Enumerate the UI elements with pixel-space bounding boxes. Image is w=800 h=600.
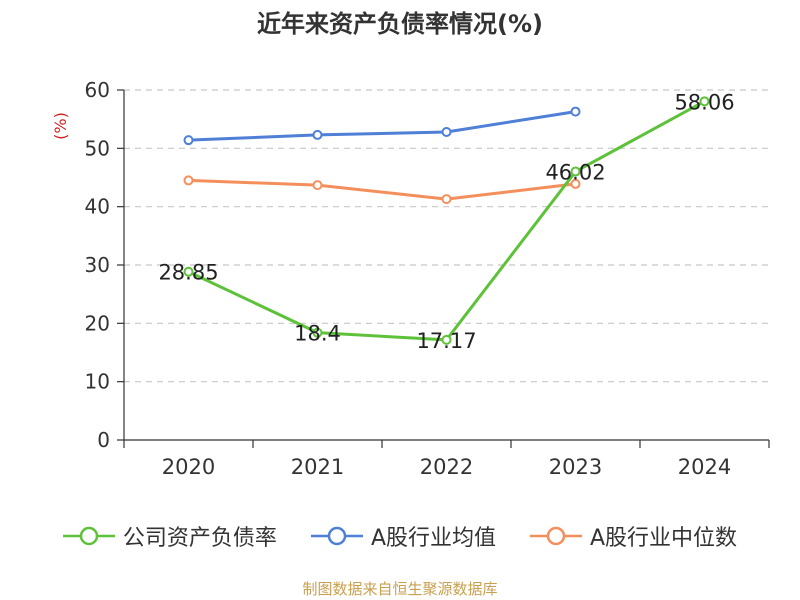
legend-symbol [310,526,363,546]
legend: 公司资产负债率 A股行业均值 A股行业中位数 [0,520,800,552]
x-tick-label: 2021 [291,455,344,479]
gridlines [124,89,769,383]
data-labels: 28.85 18.4 17.17 46.02 58.06 [158,90,734,353]
legend-marker [327,526,347,546]
legend-marker [546,526,566,546]
series-line [188,178,576,201]
data-point [183,266,194,277]
legend-item: 公司资产负债率 [62,520,277,552]
data-point [312,180,323,191]
data-point [441,334,452,345]
y-tick-label: 20 [85,311,110,335]
legend-label: A股行业均值 [370,526,496,551]
data-point [183,175,194,186]
chart-title: 近年来资产负债率情况(%) [257,10,543,38]
data-point [699,96,710,107]
legend-label: A股行业中位数 [590,526,738,551]
data-point [441,127,452,137]
data-label: 18.4 [294,322,341,346]
y-tick-label: 10 [85,370,110,394]
legend-item: A股行业中位数 [530,520,737,552]
x-tick-label: 2023 [549,455,602,479]
data-point [312,129,323,140]
axes: 0 10 20 30 40 50 60 2020 2021 2022 2023 2024 (%) [51,78,770,479]
series-line [188,110,576,142]
legend-symbol [530,526,582,546]
data-label: 17.17 [416,329,476,353]
data-label: 58.06 [674,90,734,114]
y-tick-label: 0 [97,428,110,452]
legend-label: 公司资产负债率 [122,526,277,551]
y-tick-label: 50 [85,136,110,160]
legend-marker [79,526,99,546]
data-point [570,178,581,189]
data-point [183,135,194,146]
source-note: 制图数据来自恒生聚源数据库 [302,580,498,598]
data-point [312,327,323,338]
x-tick-label: 2022 [420,455,473,479]
data-point [570,106,581,117]
y-axis-label: (%) [51,112,70,140]
x-tick-label: 2020 [162,455,215,479]
data-label: 46.02 [545,161,605,185]
data-point [441,194,452,205]
legend-item: A股行业均值 [310,520,496,552]
series-lines [183,96,710,345]
x-tick-label: 2024 [678,455,731,479]
y-tick-label: 30 [85,253,110,277]
y-tick-label: 40 [85,195,110,219]
data-point [570,166,581,177]
y-tick-label: 60 [85,78,110,102]
data-label: 28.85 [158,261,218,285]
legend-symbol [62,526,115,546]
